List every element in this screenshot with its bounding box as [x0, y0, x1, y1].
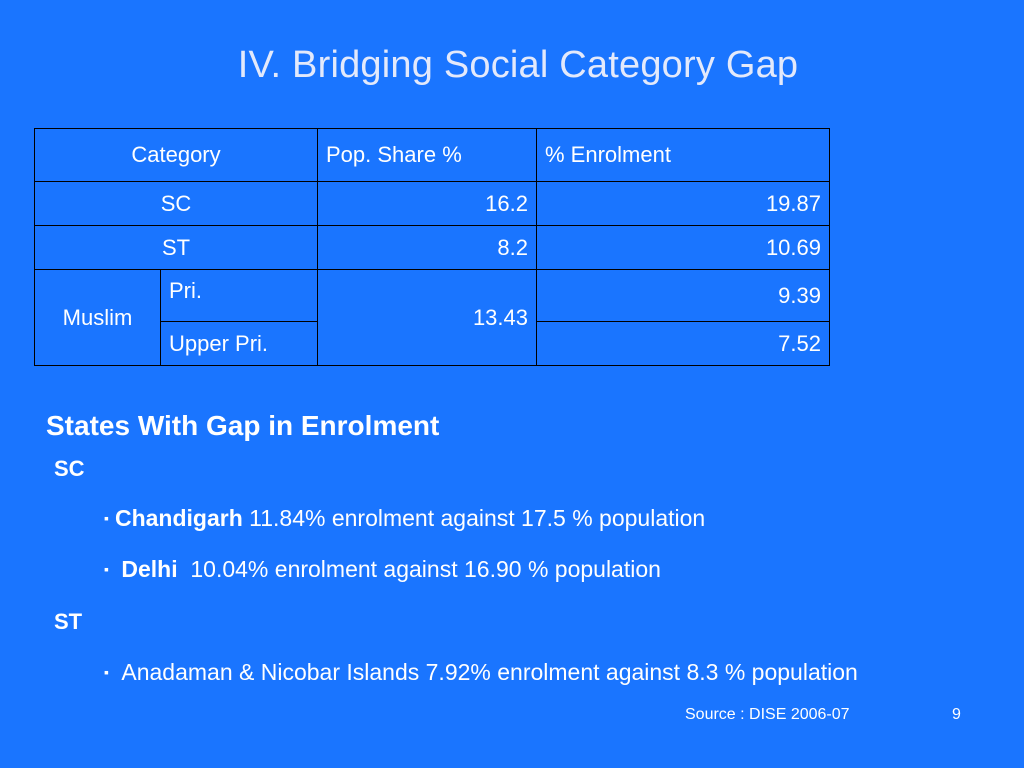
item-text: 11.84% enrolment against 17.5 % populati…: [242, 505, 706, 531]
table-row: ST 8.2 10.69: [34, 225, 830, 270]
cell-enrolment-muslim-upper-primary: 7.52: [536, 321, 830, 366]
table-row: Muslim Pri. 13.43 9.39: [34, 269, 830, 366]
state-name: Delhi: [121, 556, 178, 582]
cell-category-sc: SC: [34, 181, 318, 226]
cell-enrolment-st: 10.69: [536, 225, 830, 270]
cell-enrolment-sc: 19.87: [536, 181, 830, 226]
cell-pop-share-muslim: 13.43: [317, 269, 537, 366]
cell-pop-share-sc: 16.2: [317, 181, 537, 226]
state-name: Chandigarh: [114, 505, 243, 531]
list-item: ▪ Chandigarh 11.84% enrolment against 17.…: [104, 500, 924, 536]
square-bullet-icon: ▪: [104, 664, 109, 680]
list-item: ▪ Delhi 10.04% enrolment against 16.90 %…: [104, 551, 924, 587]
cell-level-primary: Pri.: [160, 269, 318, 322]
cell-pop-share-st: 8.2: [317, 225, 537, 270]
cell-enrolment-muslim-primary: 9.39: [536, 269, 830, 322]
header-enrolment: % Enrolment: [536, 128, 830, 182]
table-row: Upper Pri. 7.52: [35, 321, 830, 366]
cell-level-upper-primary: Upper Pri.: [160, 321, 318, 366]
table-row: SC 16.2 19.87: [34, 181, 830, 226]
item-text: 10.04% enrolment against 16.90 % populat…: [177, 556, 661, 582]
group-label-st: ST: [54, 609, 83, 634]
header-category: Category: [34, 128, 318, 182]
slide-title: IV. Bridging Social Category Gap: [237, 44, 799, 86]
gap-section-heading: States With Gap in Enrolment: [46, 410, 440, 441]
enrolment-table: Category Pop. Share % % Enrolment SC 16.…: [34, 128, 830, 366]
cell-category-muslim: Muslim: [34, 269, 161, 366]
square-bullet-icon: ▪: [104, 510, 109, 526]
header-pop-share: Pop. Share %: [317, 128, 537, 182]
source-note: Source : DISE 2006-07: [685, 706, 850, 723]
square-bullet-icon: ▪: [104, 561, 109, 577]
item-text: Anadaman & Nicobar Islands 7.92% enrolme…: [121, 659, 858, 685]
page-number: 9: [952, 706, 961, 723]
list-item: ▪ Anadaman & Nicobar Islands 7.92% enrol…: [104, 654, 914, 690]
group-label-sc: SC: [54, 456, 85, 481]
table-header-row: Category Pop. Share % % Enrolment: [34, 128, 830, 182]
cell-category-st: ST: [34, 225, 318, 270]
